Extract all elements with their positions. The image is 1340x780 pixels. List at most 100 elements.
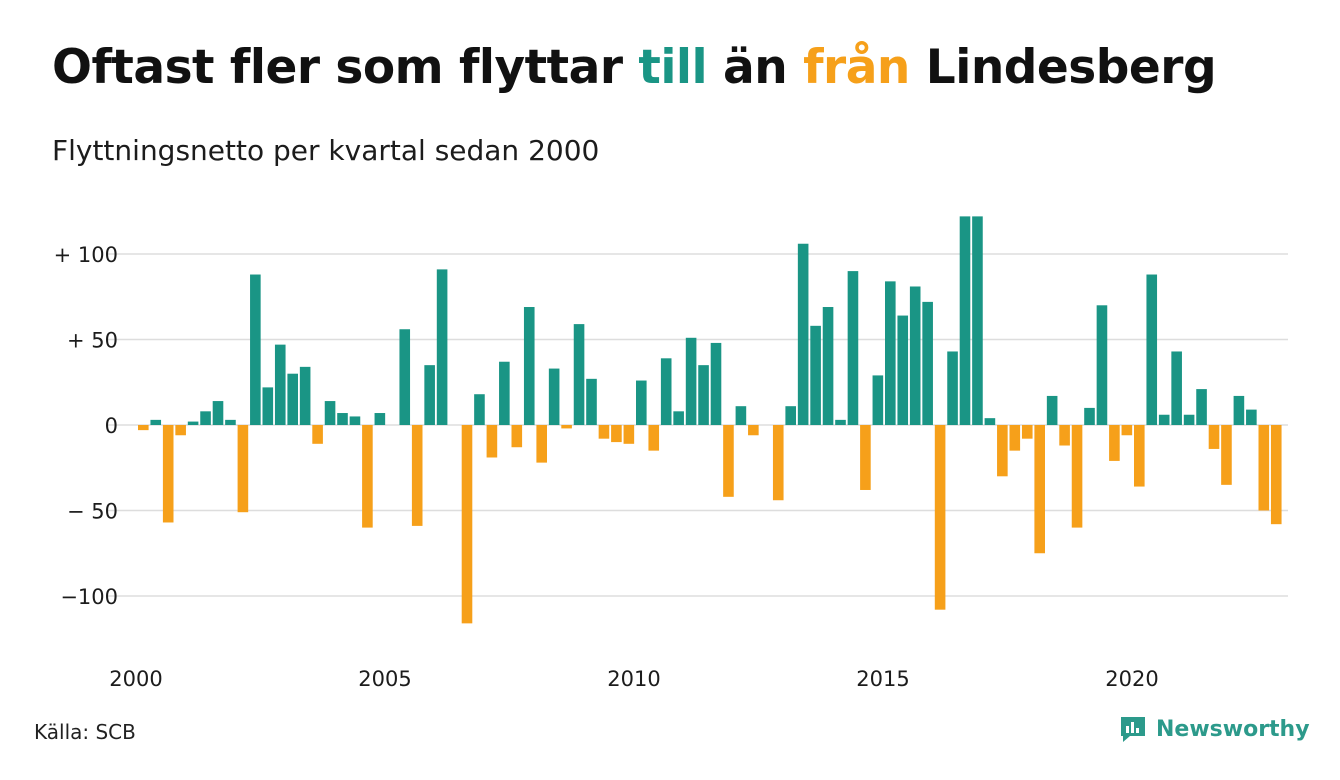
bar-negative <box>175 425 186 436</box>
bar-positive <box>573 324 585 425</box>
title-till: till <box>638 40 708 95</box>
bar-negative <box>138 425 149 431</box>
bar-positive <box>710 342 722 425</box>
bar-negative <box>1021 425 1033 439</box>
bar-negative <box>511 425 523 448</box>
bar-negative <box>1208 425 1220 449</box>
bar-positive <box>947 351 958 425</box>
bar-positive <box>1096 305 1108 425</box>
bar-positive <box>1233 395 1245 425</box>
bar-positive <box>1046 395 1058 425</box>
x-tick-label: 2015 <box>856 667 909 691</box>
bar-positive <box>262 387 274 425</box>
y-tick-label: + 50 <box>67 329 118 353</box>
bar-positive <box>1196 389 1207 425</box>
bar-positive <box>673 411 684 425</box>
x-tick-label: 2000 <box>109 667 162 691</box>
bar-negative <box>1034 425 1045 554</box>
bar-positive <box>897 315 909 425</box>
title-part-2: än <box>707 40 804 95</box>
bar-positive <box>274 344 286 425</box>
bar-negative <box>237 425 249 513</box>
bar-positive <box>685 337 697 425</box>
bar-positive <box>1158 414 1170 425</box>
bar-positive <box>436 269 448 425</box>
bar-negative <box>411 425 423 526</box>
bar-positive <box>909 286 921 425</box>
bar-negative <box>1009 425 1021 451</box>
x-axis-ticks: 2000 2005 2010 2015 2020 <box>109 667 1158 691</box>
bar-positive <box>225 419 236 425</box>
bar-negative <box>648 425 660 451</box>
source-note: Källa: SCB <box>34 720 136 744</box>
bar-negative <box>748 425 759 436</box>
bar-positive <box>424 365 435 425</box>
bar-positive <box>885 281 896 425</box>
bar-positive <box>1171 351 1182 425</box>
bar-negative <box>723 425 734 497</box>
bar-positive <box>287 373 298 425</box>
chart-subtitle: Flyttningsnetto per kvartal sedan 2000 <box>52 134 600 167</box>
bar-negative <box>461 425 473 624</box>
bar-negative <box>1258 425 1270 511</box>
y-tick-label: −100 <box>60 585 118 609</box>
chart-title: Oftast fler som flyttar till än från Lin… <box>52 40 1217 95</box>
bar-positive <box>1246 409 1257 425</box>
bar-negative <box>611 425 622 443</box>
bar-positive <box>523 307 535 425</box>
bar-positive <box>324 401 336 425</box>
brand-logo[interactable]: Newsworthy <box>1118 714 1310 744</box>
bar-positive <box>922 301 933 425</box>
newsworthy-logo-icon <box>1121 717 1145 742</box>
bar-positive <box>200 411 211 425</box>
x-tick-label: 2005 <box>358 667 411 691</box>
bar-negative <box>1270 425 1282 525</box>
bar-positive <box>835 419 846 425</box>
bar-positive <box>586 378 597 425</box>
bar-positive <box>636 380 647 425</box>
bar-layer <box>138 216 1282 624</box>
bar-positive <box>499 361 510 425</box>
bar-positive <box>150 419 162 425</box>
brand-name: Newsworthy <box>1156 716 1310 742</box>
bar-positive <box>810 325 821 425</box>
y-tick-label: − 50 <box>67 500 118 524</box>
bar-positive <box>337 413 348 425</box>
bar-negative <box>362 425 373 528</box>
bar-positive <box>187 421 199 425</box>
bar-negative <box>1134 425 1145 487</box>
bar-positive <box>735 406 747 425</box>
bar-positive <box>972 216 983 425</box>
y-tick-label: + 100 <box>54 243 118 267</box>
bar-positive <box>984 418 996 425</box>
bar-positive <box>698 365 709 425</box>
bar-positive <box>250 274 261 425</box>
bar-positive <box>1084 407 1095 425</box>
bar-positive <box>872 375 884 425</box>
bar-positive <box>548 368 560 425</box>
x-tick-label: 2020 <box>1105 667 1158 691</box>
bar-positive <box>959 216 971 425</box>
bar-positive <box>797 243 809 425</box>
bar-positive <box>1146 274 1158 425</box>
bar-negative <box>536 425 547 463</box>
bar-negative <box>772 425 784 501</box>
bar-positive <box>299 366 311 425</box>
title-part-3: Lindesberg <box>909 40 1217 95</box>
bar-positive <box>822 307 834 425</box>
title-fran: från <box>803 40 910 95</box>
bar-positive <box>847 271 859 425</box>
bar-negative <box>598 425 610 439</box>
bar-positive <box>399 329 411 425</box>
bar-negative <box>997 425 1008 477</box>
y-tick-label: 0 <box>105 414 118 438</box>
bar-negative <box>162 425 174 523</box>
y-axis-ticks: + 100 + 50 0 − 50 −100 <box>54 243 118 609</box>
bar-negative <box>860 425 871 490</box>
bar-negative <box>1221 425 1232 485</box>
bar-positive <box>660 358 672 425</box>
bar-negative <box>623 425 635 444</box>
bar-negative <box>1121 425 1133 436</box>
bar-negative <box>1071 425 1083 528</box>
bar-positive <box>474 394 485 425</box>
